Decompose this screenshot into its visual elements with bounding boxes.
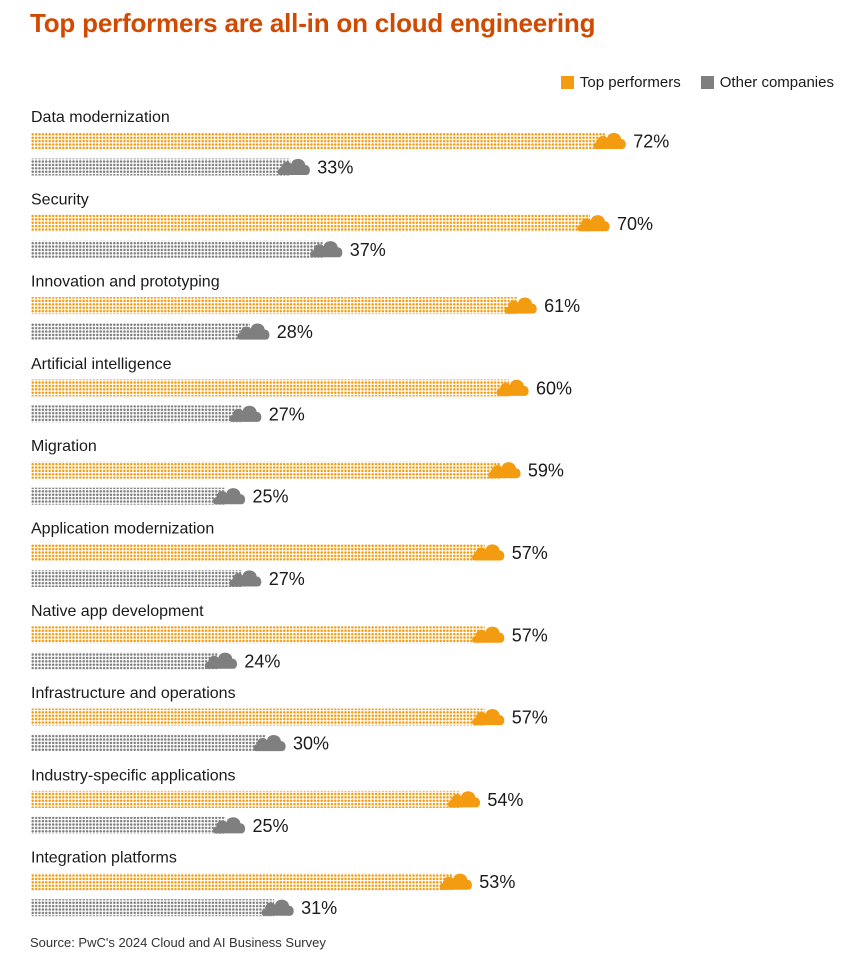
value-label-other-companies-artificial-intelligence: 27% [269, 404, 305, 424]
cloud-icon [229, 570, 262, 587]
bar-top-performers-security [31, 214, 590, 232]
value-label-other-companies-integration-platforms: 31% [301, 898, 337, 918]
value-label-top-performers-security: 70% [617, 214, 653, 234]
category-label-data-modernization: Data modernization [31, 109, 170, 126]
category-label-industry-specific-applications: Industry-specific applications [31, 767, 236, 784]
chart-title: Top performers are all-in on cloud engin… [30, 8, 596, 38]
bar-top-performers-migration [31, 461, 501, 479]
legend-label-top-performers: Top performers [579, 74, 681, 91]
bar-other-companies-integration-platforms [31, 899, 275, 917]
cloud-icon [439, 873, 472, 890]
legend-label-other-companies: Other companies [719, 74, 834, 91]
cloud-icon [488, 462, 521, 479]
bar-top-performers-data-modernization [31, 132, 607, 150]
value-label-other-companies-innovation-and-prototyping: 28% [277, 322, 313, 342]
cloud-icon [472, 708, 505, 726]
bar-top-performers-artificial-intelligence [31, 379, 509, 397]
bar-other-companies-migration [31, 487, 226, 505]
bar-other-companies-artificial-intelligence [31, 405, 242, 423]
cloud-icon [593, 132, 626, 149]
cloud-icon [237, 323, 270, 340]
cloud-icon [310, 241, 343, 258]
cloud-icon [229, 405, 262, 422]
category-label-infrastructure-and-operations: Infrastructure and operations [31, 685, 236, 702]
bar-other-companies-data-modernization [31, 158, 291, 176]
legend-swatch-top-performers [560, 76, 574, 89]
cloud-icon [253, 734, 286, 752]
source-note: Source: PwC's 2024 Cloud and AI Business… [30, 935, 326, 950]
bar-other-companies-industry-specific-applications [31, 816, 226, 834]
bar-top-performers-application-modernization [31, 544, 485, 561]
bar-top-performers-innovation-and-prototyping [31, 297, 518, 315]
bar-top-performers-infrastructure-and-operations [31, 708, 485, 726]
bar-other-companies-innovation-and-prototyping [31, 323, 250, 341]
cloud-icon [213, 488, 246, 505]
value-label-top-performers-application-modernization: 57% [512, 543, 548, 563]
bar-top-performers-native-app-development [31, 626, 485, 644]
cloud-icon [504, 297, 537, 314]
cloud-icon [277, 158, 310, 175]
value-label-top-performers-artificial-intelligence: 60% [536, 378, 572, 398]
legend: Top performers Other companies [560, 74, 834, 91]
value-label-top-performers-integration-platforms: 53% [479, 872, 515, 892]
cloud-icon [447, 791, 481, 808]
value-label-other-companies-data-modernization: 33% [317, 158, 353, 178]
value-label-other-companies-native-app-development: 24% [244, 651, 280, 671]
value-label-other-companies-security: 37% [350, 240, 386, 260]
value-label-top-performers-data-modernization: 72% [633, 132, 669, 152]
bar-other-companies-application-modernization [31, 570, 242, 587]
bar-top-performers-integration-platforms [31, 873, 453, 891]
category-label-application-modernization: Application modernization [31, 521, 214, 538]
cloud-icon [204, 652, 238, 669]
bar-other-companies-infrastructure-and-operations [31, 734, 266, 752]
category-label-native-app-development: Native app development [31, 603, 204, 620]
value-label-other-companies-industry-specific-applications: 25% [253, 816, 289, 836]
value-label-top-performers-infrastructure-and-operations: 57% [512, 708, 548, 728]
cloud-icon [261, 899, 294, 916]
legend-swatch-other-companies [700, 76, 714, 89]
value-label-top-performers-industry-specific-applications: 54% [487, 790, 523, 810]
category-label-integration-platforms: Integration platforms [31, 850, 177, 867]
value-label-top-performers-innovation-and-prototyping: 61% [544, 296, 580, 316]
cloud-icon [496, 379, 529, 396]
legend-item-other-companies: Other companies [700, 74, 834, 91]
value-label-other-companies-infrastructure-and-operations: 30% [293, 734, 329, 754]
value-label-top-performers-migration: 59% [528, 461, 564, 481]
category-label-artificial-intelligence: Artificial intelligence [31, 356, 172, 373]
category-label-innovation-and-prototyping: Innovation and prototyping [31, 274, 220, 291]
bar-other-companies-security [31, 240, 323, 258]
category-label-security: Security [31, 191, 89, 208]
category-label-migration: Migration [31, 438, 97, 455]
value-label-other-companies-migration: 25% [253, 487, 289, 507]
cloud-icon [213, 817, 246, 834]
cloud-icon [472, 626, 505, 643]
value-label-top-performers-native-app-development: 57% [512, 625, 548, 645]
cloud-icon [472, 544, 505, 561]
value-label-other-companies-application-modernization: 27% [269, 569, 305, 589]
cloud-icon [577, 215, 610, 232]
bar-other-companies-native-app-development [31, 652, 218, 670]
bar-top-performers-industry-specific-applications [31, 790, 461, 808]
legend-item-top-performers: Top performers [560, 74, 681, 91]
